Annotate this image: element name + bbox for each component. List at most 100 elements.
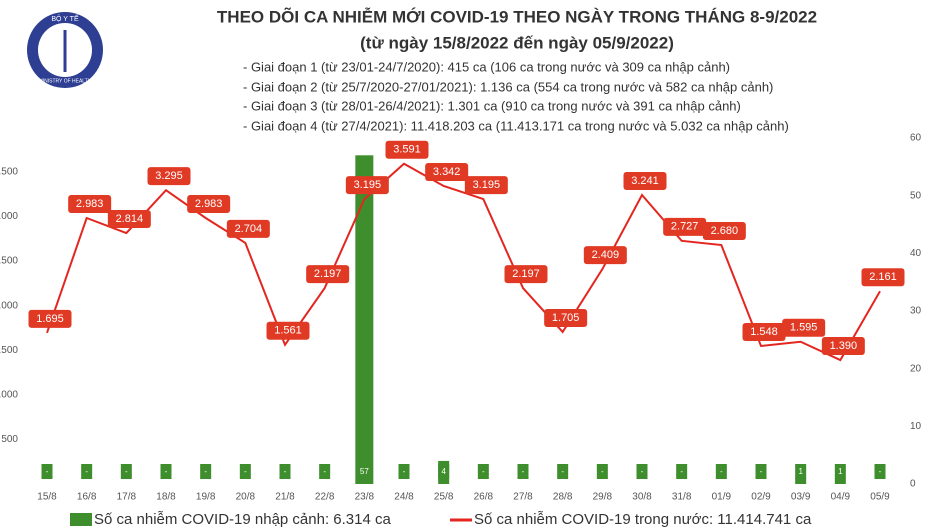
data-label-box: [663, 217, 707, 236]
x-tick-label: 31/8: [672, 492, 692, 503]
bar-label: 57: [360, 467, 369, 476]
data-label: 2.409: [592, 249, 620, 261]
bar-label-box: [160, 464, 172, 479]
data-label-box: [702, 222, 746, 241]
bar-label: 1: [838, 467, 843, 476]
bar-label: -: [760, 467, 763, 476]
annotation: - Giai đoạn 1 (từ 23/01-24/7/2020): 415 …: [243, 59, 730, 74]
bar-label: -: [720, 467, 723, 476]
bar-label-box: [200, 464, 212, 479]
bar: [355, 155, 374, 485]
bar-label: -: [204, 467, 207, 476]
data-label: 2.983: [76, 198, 104, 210]
data-label: 2.704: [235, 223, 263, 235]
data-label-box: [464, 176, 508, 195]
data-label-box: [147, 167, 191, 186]
data-label: 2.197: [314, 268, 342, 280]
bar: [834, 478, 846, 484]
bar-label: 4: [441, 467, 446, 476]
annotation: - Giai đoạn 2 (từ 25/7/2020-27/01/2021):…: [243, 79, 773, 94]
data-label-box: [266, 321, 310, 340]
data-label: 2.161: [869, 271, 897, 283]
logo-top: BỘ Y TẾ: [51, 13, 79, 23]
x-tick-label: 05/9: [870, 492, 890, 503]
y-tick-label: 1.500: [0, 345, 18, 356]
data-label: 3.342: [433, 166, 461, 178]
legend-label: Số ca nhiễm COVID-19 nhập cảnh: 6.314 ca: [94, 511, 392, 528]
y-tick-label: 2.000: [0, 300, 18, 311]
data-label: 1.595: [790, 322, 818, 334]
data-label-box: [107, 210, 151, 229]
bar: [795, 478, 807, 484]
bar-label-box: [636, 464, 648, 479]
y-tick-label: 1.000: [0, 389, 18, 400]
data-label-box: [28, 309, 72, 328]
data-label: 3.241: [631, 175, 659, 187]
annotation: - Giai đoạn 3 (từ 28/01-26/4/2021): 1.30…: [243, 98, 741, 113]
x-tick-label: 04/9: [831, 492, 851, 503]
bar-label-box: [517, 464, 529, 479]
data-label: 3.591: [393, 144, 421, 156]
bar-label-box: [279, 464, 291, 479]
x-tick-label: 16/8: [77, 492, 97, 503]
bar-label: -: [403, 467, 406, 476]
y-tick-label: 2.500: [0, 256, 18, 267]
bar-label-box: [120, 464, 132, 479]
data-label: 1.390: [830, 340, 858, 352]
bar-label: -: [165, 467, 168, 476]
data-label-box: [226, 219, 270, 238]
bar-label-box: [398, 464, 410, 479]
x-tick-label: 27/8: [513, 492, 533, 503]
y-tick-label: 3.500: [0, 167, 18, 178]
x-tick-label: 24/8: [394, 492, 414, 503]
bar-label-box: [319, 464, 331, 479]
data-label-box: [425, 162, 469, 181]
data-label: 1.561: [274, 325, 302, 337]
bar-label: -: [680, 467, 683, 476]
x-tick-label: 15/8: [37, 492, 57, 503]
x-tick-label: 02/9: [751, 492, 771, 503]
data-label: 1.695: [36, 313, 64, 325]
y2-tick-label: 20: [910, 363, 922, 374]
x-tick-label: 21/8: [275, 492, 295, 503]
data-label-box: [68, 194, 112, 213]
bar-label-box: [358, 464, 370, 479]
bar-label: -: [244, 467, 247, 476]
bar-label: 1: [798, 467, 803, 476]
data-label-box: [345, 176, 389, 195]
data-label: 1.705: [552, 312, 580, 324]
data-label: 2.814: [116, 213, 144, 225]
y2-tick-label: 40: [910, 248, 922, 259]
bar-label: -: [125, 467, 128, 476]
y2-tick-label: 30: [910, 306, 922, 317]
bar-label-box: [41, 464, 53, 479]
logo: BỘ Y TẾ MINISTRY OF HEALTH: [27, 12, 103, 88]
bar-label-box: [557, 464, 569, 479]
x-tick-label: 29/8: [593, 492, 613, 503]
bar-label: -: [641, 467, 644, 476]
data-label-box: [623, 171, 667, 190]
x-tick-label: 28/8: [553, 492, 573, 503]
chart-title: THEO DÕI CA NHIỄM MỚI COVID-19 THEO NGÀY…: [217, 6, 817, 26]
bar-label: -: [522, 467, 525, 476]
bar-label-box: [676, 464, 688, 479]
data-label-box: [782, 318, 826, 337]
bar-label: -: [284, 467, 287, 476]
line: [46, 162, 881, 362]
data-label: 2.727: [671, 221, 699, 233]
y2-tick-label: 60: [910, 133, 922, 144]
bar-label-box: [715, 464, 727, 479]
y2-tick-label: 10: [910, 421, 922, 432]
bar-label-box: [239, 464, 251, 479]
bar-label-box: [81, 464, 93, 479]
x-tick-label: 18/8: [156, 492, 176, 503]
x-tick-label: 25/8: [434, 492, 454, 503]
bar-label-box: [596, 464, 608, 479]
bar-label: -: [879, 467, 882, 476]
x-tick-label: 26/8: [474, 492, 494, 503]
x-tick-label: 22/8: [315, 492, 335, 503]
bar-label-box: [438, 464, 450, 479]
x-tick-label: 20/8: [236, 492, 256, 503]
x-tick-label: 17/8: [117, 492, 137, 503]
bar-label-box: [874, 464, 886, 479]
